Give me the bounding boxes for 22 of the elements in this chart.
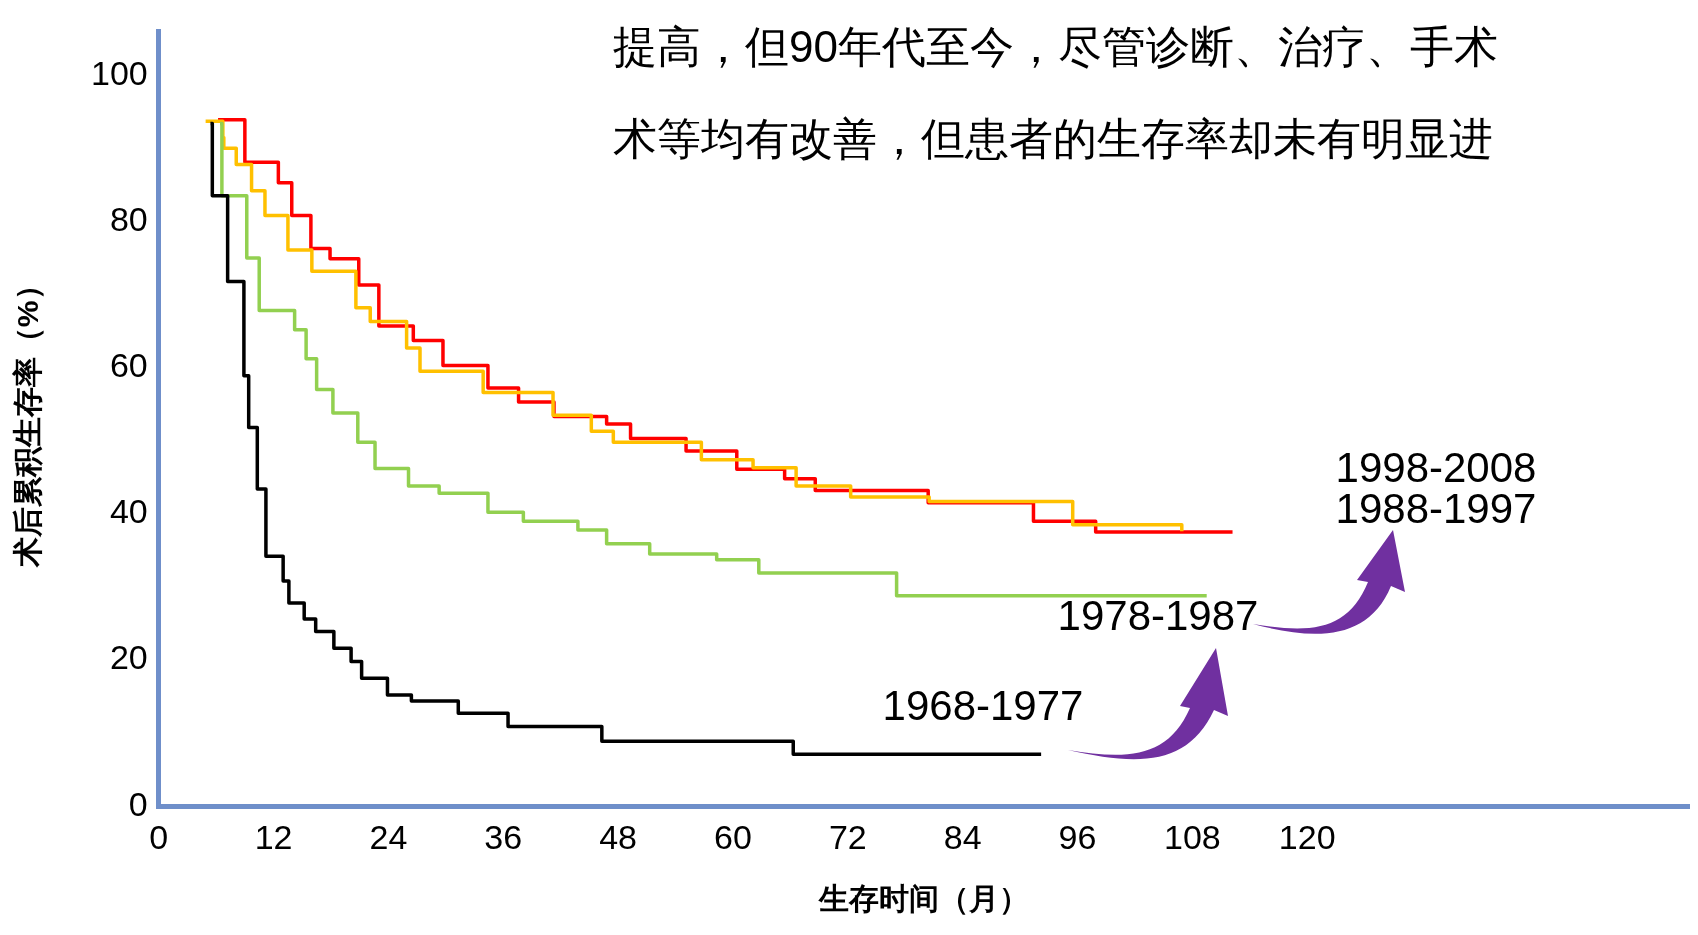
x-tick-label: 120 <box>1278 817 1336 856</box>
y-tick-label: 80 <box>109 199 148 238</box>
x-axis-title: 生存时间（月） <box>818 882 1030 916</box>
y-tick-label: 100 <box>90 53 148 92</box>
x-tick-label: 72 <box>828 817 867 856</box>
x-tick-label: 24 <box>369 817 408 856</box>
y-tick-label: 40 <box>109 492 148 531</box>
x-tick-label: 60 <box>714 817 752 856</box>
annotation: 提高，但90年代至今，尽管诊断、治疗、手术 <box>613 22 1498 72</box>
x-tick-label: 108 <box>1163 817 1221 856</box>
x-tick-label: 84 <box>943 817 982 856</box>
x-tick-label: 96 <box>1058 817 1097 856</box>
y-tick-label: 20 <box>109 638 148 677</box>
x-tick-label: 48 <box>599 817 638 856</box>
y-tick-label: 0 <box>128 784 148 823</box>
x-tick-label: 12 <box>254 817 293 856</box>
y-axis-title: 术后累积生存率（%） <box>11 270 45 569</box>
y-tick-label: 60 <box>109 346 148 385</box>
annotation: 1968-1977 <box>882 681 1084 729</box>
annotation: 1978-1987 <box>1057 591 1259 639</box>
annotation: 术等均有改善，但患者的生存率却未有明显进 <box>613 114 1493 164</box>
x-tick-label: 36 <box>484 817 523 856</box>
